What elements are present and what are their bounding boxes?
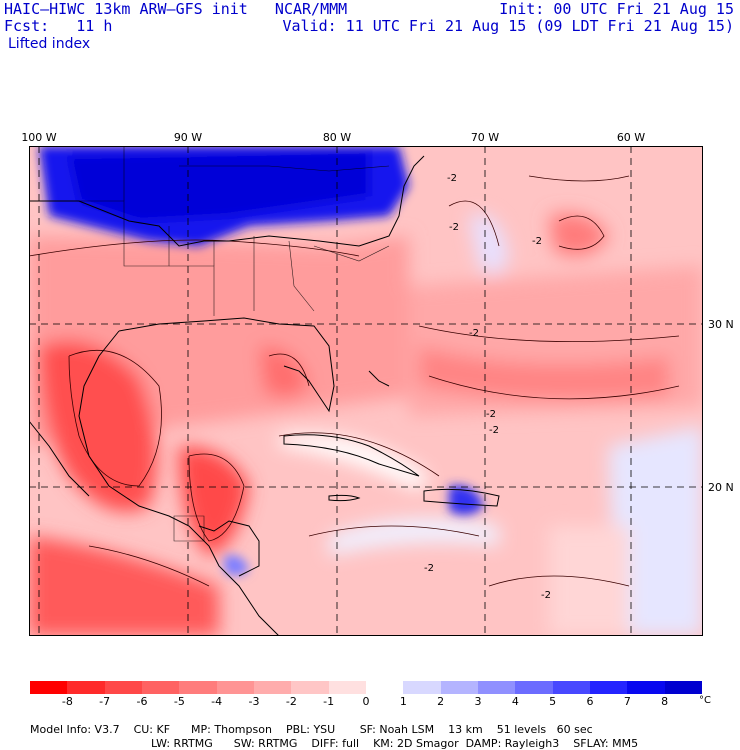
colorbar-unit: °C [699, 695, 711, 706]
colorbar-swatch [403, 681, 442, 694]
vertical-levels: 51 levels [496, 723, 547, 736]
colorbar-swatch [142, 681, 180, 694]
colorbar-tick-label: 2 [437, 695, 445, 708]
colorbar-swatch [590, 681, 628, 694]
colorbar-swatch [216, 681, 255, 694]
lat-label-30n: 30 N [708, 318, 734, 331]
cumulus-scheme: CU: KF [133, 723, 171, 736]
colorbar-tick-label: 3 [474, 695, 482, 708]
model-title: HAIC–HIWC 13km ARW–GFS init NCAR/MMM [4, 0, 348, 18]
colorbar-tick-label: -7 [99, 695, 111, 708]
colorbar-swatch [552, 681, 591, 694]
contour-lines [29, 175, 680, 587]
colorbar-tick-label: 0 [362, 695, 370, 708]
colorbar-tick-label: 6 [586, 695, 594, 708]
lon-label-80w: 80 W [322, 131, 352, 144]
colorbar-swatch [30, 681, 68, 694]
political-boundaries [29, 146, 390, 542]
shortwave-scheme: SW: RRTMG [233, 737, 298, 750]
colorbar-swatch [366, 681, 404, 694]
valid-time: Valid: 11 UTC Fri 21 Aug 15 (09 LDT Fri … [282, 17, 734, 35]
longwave-scheme: LW: RRTMG [151, 737, 213, 750]
lon-label-100w: 100 W [21, 131, 57, 144]
colorbar-tick-label: 7 [623, 695, 631, 708]
colorbar-swatch [478, 681, 516, 694]
colorbar-swatch [627, 681, 666, 694]
li-field [29, 146, 703, 636]
contour-labels: -2 -2 -2 -2 -2 -2 -2 -2 [424, 173, 551, 601]
colorbar-tick-label: -4 [211, 695, 223, 708]
model-info-line1: Model Info: V3.7 CU: KF MP: Thompson PBL… [30, 710, 593, 736]
lifted-index-map[interactable]: -2 -2 -2 -2 -2 -2 -2 -2 [29, 146, 703, 636]
colorbar-swatch [179, 681, 218, 694]
contour-label: -2 [541, 590, 551, 601]
colorbar-tick-label: 8 [661, 695, 669, 708]
colorbar-swatch [291, 681, 330, 694]
field-name: Lifted index [8, 36, 91, 52]
colorbar-tick-label: -6 [136, 695, 148, 708]
contour-label: -2 [447, 173, 457, 184]
contour-label: -2 [424, 563, 434, 574]
graticule [29, 146, 703, 636]
colorbar-swatch [67, 681, 106, 694]
microphysics-scheme: MP: Thompson [191, 723, 272, 736]
colorbar-tick-label: -2 [285, 695, 297, 708]
colorbar-tick-label: 5 [549, 695, 557, 708]
colorbar-swatch [254, 681, 292, 694]
colorbar-swatch [440, 681, 479, 694]
colorbar-swatch [328, 681, 367, 694]
contour-label: -2 [486, 409, 496, 420]
lon-label-90w: 90 W [173, 131, 203, 144]
contour-label: -2 [449, 222, 459, 233]
colorbar-tick-label: -5 [173, 695, 185, 708]
time-step: 60 sec [556, 723, 593, 736]
colorbar-tick-label: -3 [248, 695, 260, 708]
colorbar-swatch [664, 681, 703, 694]
model-version: Model Info: V3.7 [30, 723, 120, 736]
colorbar-tick-label: -1 [323, 695, 335, 708]
model-info-line2: LW: RRTMG SW: RRTMG DIFF: full KM: 2D Sm… [151, 724, 638, 750]
colorbar-swatch [515, 681, 554, 694]
contour-label: -2 [532, 236, 542, 247]
km-option: KM: 2D Smagor [373, 737, 459, 750]
coastlines [29, 155, 500, 636]
colorbar-tick-label: 4 [511, 695, 519, 708]
contour-label: -2 [469, 328, 479, 339]
map-frame [29, 146, 703, 636]
init-time: Init: 00 UTC Fri 21 Aug 15 [499, 0, 734, 18]
lat-label-20n: 20 N [708, 481, 734, 494]
surface-layer: SFLAY: MM5 [573, 737, 639, 750]
colorbar-swatch [104, 681, 143, 694]
colorbar-tick-label: -8 [61, 695, 73, 708]
forecast-hour: Fcst: 11 h [4, 17, 113, 35]
colorbar-tick-label: 1 [399, 695, 407, 708]
lon-label-70w: 70 W [470, 131, 500, 144]
surface-scheme: SF: Noah LSM [359, 723, 435, 736]
grid-spacing: 13 km [448, 723, 483, 736]
pbl-scheme: PBL: YSU [285, 723, 336, 736]
damping: DAMP: Rayleigh3 [465, 737, 560, 750]
contour-label: -2 [489, 425, 499, 436]
diffusion: DIFF: full [311, 737, 360, 750]
lon-label-60w: 60 W [616, 131, 646, 144]
